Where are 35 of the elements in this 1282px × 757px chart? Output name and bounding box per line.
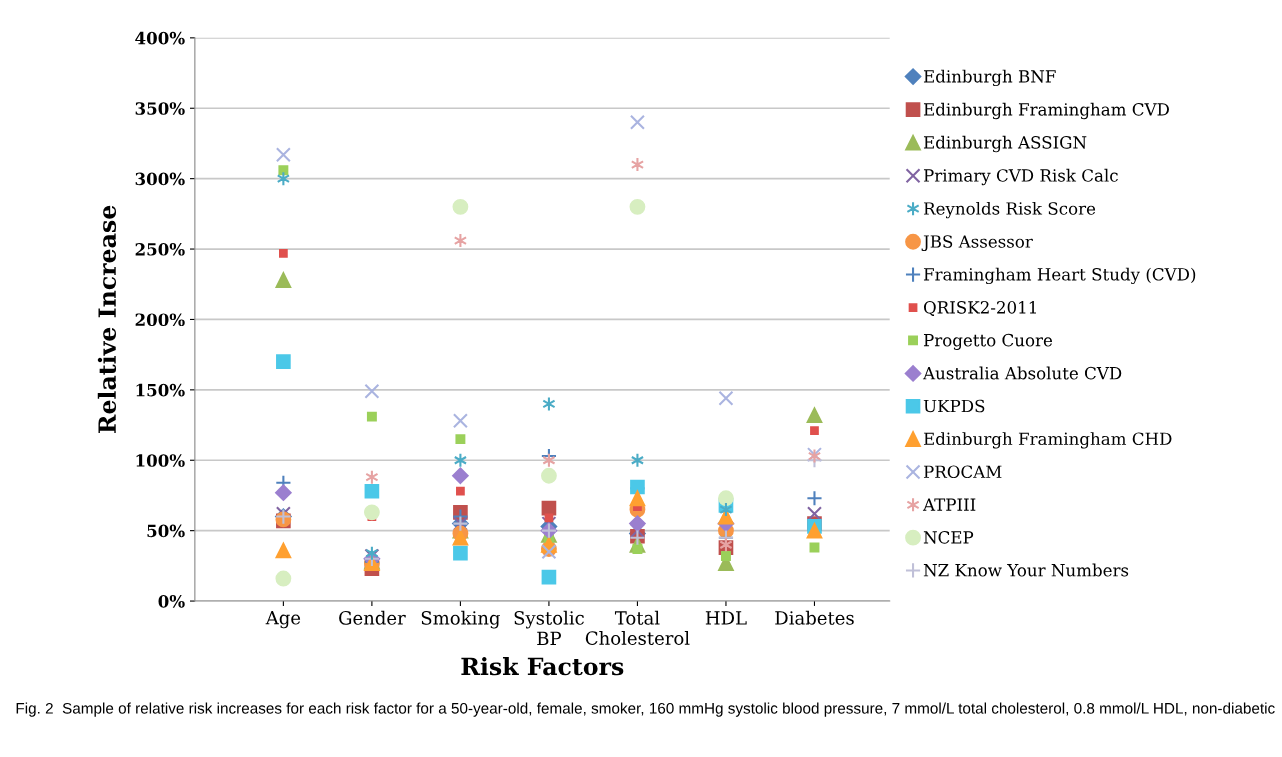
x-tick-label: Total Cholesterol: [585, 610, 690, 645]
x-axis-title: Risk Factors: [461, 657, 624, 676]
y-tick-label: 250%: [135, 243, 185, 256]
y-tick-label: 150%: [136, 383, 185, 397]
x-tick-label: Diabetes: [775, 610, 854, 625]
legend-label: Edinburgh Framingham CHD: [923, 432, 1172, 449]
y-tick-label: 300%: [135, 172, 185, 186]
x-tick-label: Smoking: [421, 610, 501, 629]
legend-label: Edinburgh BNF: [923, 69, 1056, 87]
legend-label: PROCAM: [923, 465, 1002, 479]
legend-label: NZ Know Your Numbers: [923, 563, 1129, 577]
legend-label: Australia Absolute CVD: [922, 366, 1122, 380]
legend-label: Edinburgh Framingham CVD: [923, 102, 1169, 120]
legend-label: ATPIII: [922, 498, 976, 511]
y-tick-label: 200%: [135, 313, 185, 327]
x-tick-label: HDL: [705, 611, 747, 625]
y-axis-title: Relative Increase: [97, 205, 117, 434]
x-tick-label: Systolic BP: [514, 610, 584, 645]
legend-label: Reynolds Risk Score: [923, 201, 1096, 219]
x-tick-label: Gender: [339, 610, 406, 625]
x-tick-label: Age: [265, 611, 301, 629]
y-tick-label: 100%: [136, 454, 185, 467]
y-tick-label: 50%: [147, 524, 185, 538]
legend-label: NCEP: [923, 531, 974, 544]
y-tick-label: 0%: [158, 595, 185, 608]
y-tick-label: 350%: [135, 102, 185, 115]
legend-label: Primary CVD Risk Calc: [923, 168, 1118, 186]
legend-label: Framingham Heart Study (CVD): [923, 267, 1196, 285]
legend-label: JBS Assessor: [921, 235, 1033, 252]
legend-label: QRISK2-2011: [923, 301, 1036, 317]
caption: Fig. 2 Sample of relative risk increases for each risk factor for a 50-year-old, female, smoker, 160 mmHg systolic blood pressure, 7 mmol/L total cholesterol, 0.8 mmol/L HDL, non-diabetic: [16, 702, 1275, 717]
y-tick-label: 400%: [135, 31, 185, 45]
legend-label: Progetto Cuore: [923, 333, 1053, 350]
legend-label: Edinburgh ASSIGN: [923, 135, 1087, 153]
legend-label: UKPDS: [923, 399, 985, 413]
